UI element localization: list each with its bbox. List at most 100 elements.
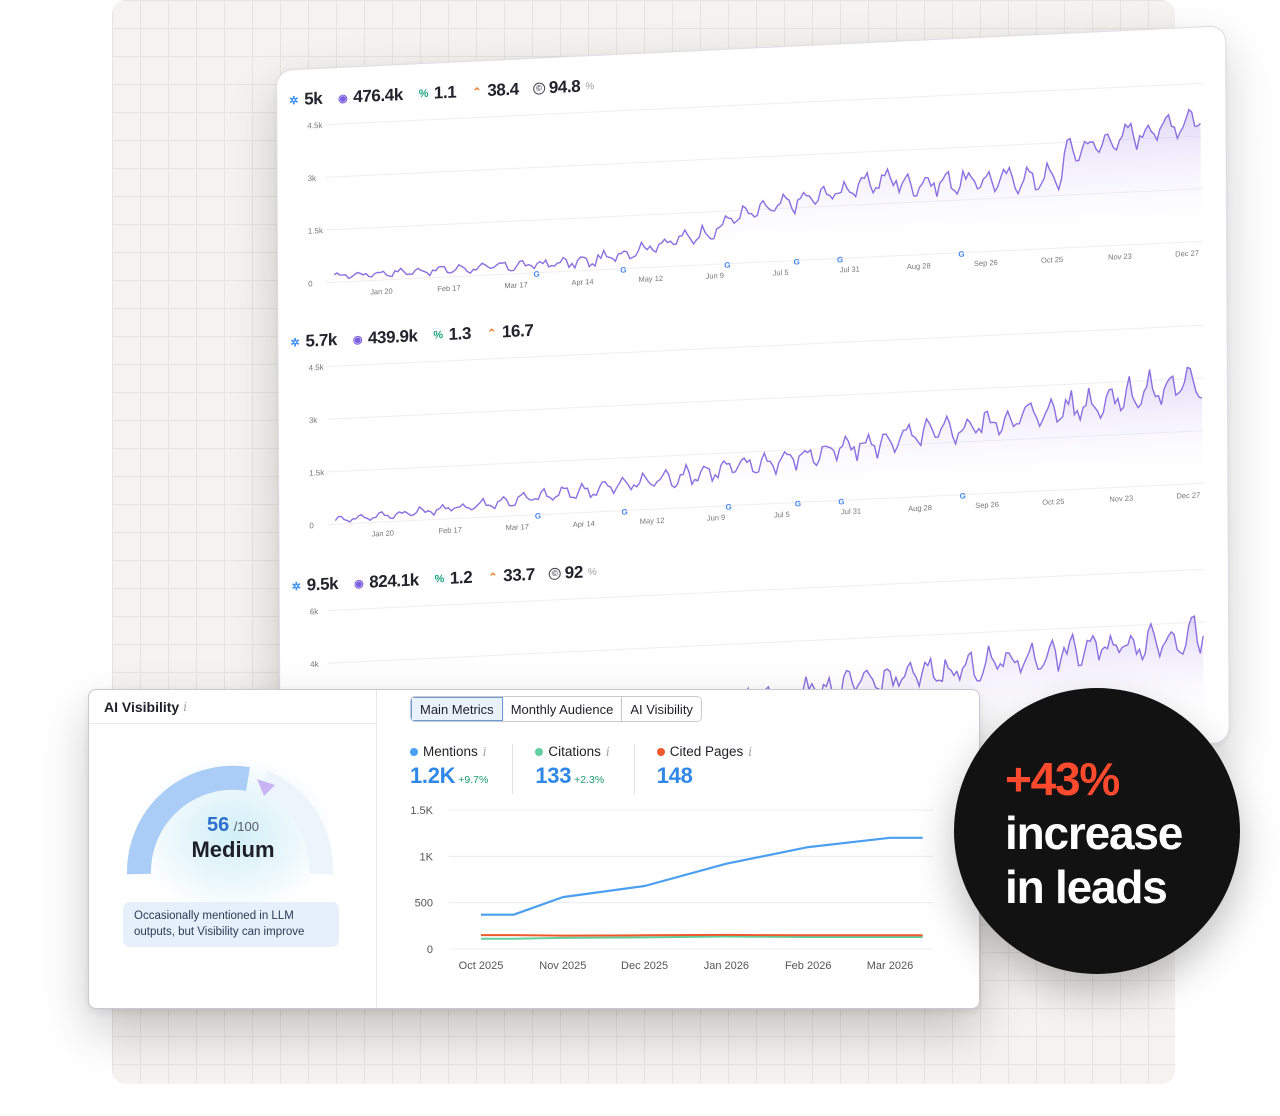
metric-copyright: © 92% xyxy=(548,562,597,584)
copyright-icon: © xyxy=(532,82,545,95)
tab-ai-visibility[interactable]: AI Visibility xyxy=(622,697,701,721)
x-tick-label: Oct 25 xyxy=(1042,497,1064,507)
cited-pages-dot-icon xyxy=(656,747,665,756)
x-tick-label: Jul 31 xyxy=(840,264,860,274)
google-update-icon[interactable]: G xyxy=(621,507,627,516)
metric-ai-sparkle: ✲ 5k xyxy=(287,89,322,111)
x-tick-label: Nov 23 xyxy=(1108,252,1132,262)
chart-x-tick-label: Oct 2025 xyxy=(459,960,504,972)
google-update-icon[interactable]: G xyxy=(837,255,843,264)
chart-y-tick-label: 1K xyxy=(420,851,434,863)
metric-rank: ⌃ 38.4 xyxy=(470,80,519,102)
google-update-icon[interactable]: G xyxy=(794,257,800,266)
metric-value: 5k xyxy=(304,88,323,109)
y-tick-label: 0 xyxy=(308,279,313,288)
legend-citations-delta: +2.3% xyxy=(574,774,605,786)
y-tick-label: 3k xyxy=(308,174,317,183)
x-tick-label: Nov 23 xyxy=(1109,494,1133,504)
rank-icon: ⌃ xyxy=(472,85,482,99)
metric-percent: % 1.3 xyxy=(431,324,471,346)
score-value: 56 xyxy=(206,814,230,836)
google-update-icon[interactable]: G xyxy=(958,250,964,259)
ai-visibility-header: AI Visibility i xyxy=(89,690,376,724)
legend-mentions[interactable]: Mentions i 1.2K +9.7% xyxy=(410,744,514,794)
grid-line xyxy=(325,135,1203,178)
metric-value: 1.3 xyxy=(448,323,472,344)
y-tick-label: 3k xyxy=(309,416,318,425)
gauge-empty-arc xyxy=(258,770,334,875)
percent-icon: % xyxy=(433,329,443,342)
x-tick-label: Aug 28 xyxy=(908,503,932,513)
info-icon[interactable]: i xyxy=(748,744,753,759)
info-icon[interactable]: i xyxy=(183,699,188,714)
metric-eye: ◉ 476.4k xyxy=(336,85,403,108)
x-tick-label: Jul 5 xyxy=(773,268,789,278)
visibility-description: Occasionally mentioned in LLM outputs, b… xyxy=(123,902,339,947)
trend-row-2: ✲ 5.7k ◉ 439.9k% 1.3 ⌃ 16.7 4.5k 3k 1.5k 0 Jan 20 F… xyxy=(278,288,1229,573)
metric-value: 824.1k xyxy=(369,570,419,592)
trend-chart-1: 4.5k 3k 1.5k 0 Jan 20 Feb 17 Mar 17 Apr 14 May 1… xyxy=(277,68,1228,328)
visibility-level: Medium xyxy=(191,837,275,862)
google-update-icon[interactable]: G xyxy=(726,503,732,512)
x-tick-label: Mar 17 xyxy=(506,522,529,532)
chart-x-tick-label: Jan 2026 xyxy=(704,960,749,972)
google-update-icon[interactable]: G xyxy=(724,261,730,270)
trend-area xyxy=(334,109,1202,283)
ai-sparkle-icon: ✲ xyxy=(290,336,300,349)
google-update-icon[interactable]: G xyxy=(535,512,541,521)
ai-visibility-pane: AI Visibility i 56 /100 Medium Occasiona… xyxy=(89,690,377,1008)
gauge-filled-arc xyxy=(126,765,250,875)
metric-percent: % 1.1 xyxy=(417,83,457,105)
legend-cited-pages[interactable]: Cited Pages i 148 xyxy=(656,744,776,794)
ai-sparkle-icon: ✲ xyxy=(289,94,299,107)
y-tick-label: 0 xyxy=(309,521,314,530)
legend-citations-value: 133 xyxy=(535,763,572,788)
legend-mentions-delta: +9.7% xyxy=(458,774,489,786)
score: 56 /100 xyxy=(89,814,377,837)
legend-mentions-value: 1.2K xyxy=(410,763,456,788)
gauge-marker xyxy=(257,779,275,796)
series-line-mentions[interactable] xyxy=(481,836,923,916)
series-line-cited-pages[interactable] xyxy=(481,933,923,937)
percent-icon: % xyxy=(434,573,445,586)
metric-value: 33.7 xyxy=(503,564,535,586)
google-update-icon[interactable]: G xyxy=(534,270,540,279)
info-icon[interactable]: i xyxy=(605,744,610,759)
eye-icon: ◉ xyxy=(352,333,363,346)
google-update-icon[interactable]: G xyxy=(960,491,966,500)
callout-percent: +43% xyxy=(1005,753,1120,805)
metric-percent: % 1.2 xyxy=(433,568,473,590)
x-tick-label: Jun 9 xyxy=(707,513,725,523)
mentions-dot-icon xyxy=(410,747,418,756)
trend-area xyxy=(335,367,1203,525)
google-update-icon[interactable]: G xyxy=(838,497,844,506)
google-update-icon[interactable]: G xyxy=(620,265,626,274)
legend-cited-pages-value: 148 xyxy=(656,763,693,788)
grid-line xyxy=(325,82,1203,126)
google-update-icon[interactable]: G xyxy=(795,499,801,508)
metric-unit: % xyxy=(587,566,597,578)
y-tick-label: 1.5k xyxy=(309,468,325,478)
series-line-citations[interactable] xyxy=(481,935,923,940)
grid-line xyxy=(326,377,1204,420)
info-icon[interactable]: i xyxy=(482,744,487,759)
tab-main-metrics[interactable]: Main Metrics xyxy=(411,697,503,721)
trend-chart-2: 4.5k 3k 1.5k 0 Jan 20 Feb 17 Mar 17 Apr 14 May 1… xyxy=(278,310,1229,570)
percent-icon: % xyxy=(418,87,429,101)
metric-ai-sparkle: ✲ 9.5k xyxy=(290,574,339,596)
y-tick-label: 1.5k xyxy=(308,226,324,236)
metric-value: 439.9k xyxy=(367,326,418,348)
x-tick-label: Mar 17 xyxy=(504,280,527,290)
trend-row-1: ✲ 5k ◉ 476.4k% 1.1 ⌃ 38.4 © 94.8% 4.5k 3k 1.5k 0 Jan… xyxy=(277,46,1228,331)
y-tick-label: 4.5k xyxy=(307,121,323,131)
ai-visibility-card: AI Visibility i 56 /100 Medium Occasiona… xyxy=(88,689,980,1009)
metric-rank: ⌃ 33.7 xyxy=(486,565,535,587)
metric-value: 94.8 xyxy=(548,76,581,98)
legend-citations[interactable]: Citations i 133 +2.3% xyxy=(535,744,635,794)
metrics-line-chart: 1.5K 1K 500 0 Oct 2025 Nov 2025 Dec 2025 Jan 20… xyxy=(410,805,933,972)
grid-line xyxy=(328,621,1206,664)
chart-y-tick-label: 1.5K xyxy=(410,805,433,817)
tab-monthly-audience[interactable]: Monthly Audience xyxy=(502,697,623,721)
x-tick-label: Apr 14 xyxy=(573,519,595,529)
